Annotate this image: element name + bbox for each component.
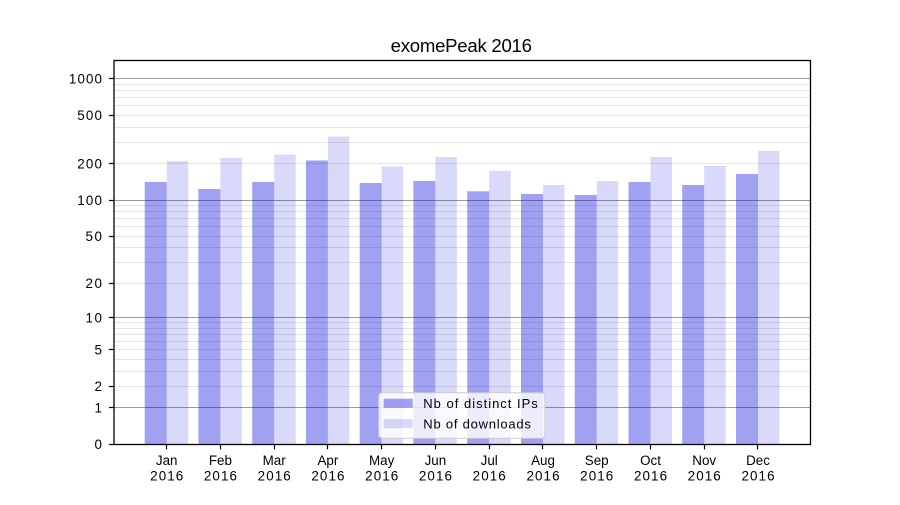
svg-text:2016: 2016 bbox=[741, 468, 774, 483]
svg-text:Apr: Apr bbox=[317, 453, 338, 468]
svg-text:2016: 2016 bbox=[419, 468, 452, 483]
svg-text:1000: 1000 bbox=[69, 71, 102, 86]
svg-text:20: 20 bbox=[86, 276, 103, 291]
svg-text:Oct: Oct bbox=[640, 453, 661, 468]
svg-text:2016: 2016 bbox=[634, 468, 667, 483]
svg-text:2016: 2016 bbox=[150, 468, 183, 483]
svg-text:2016: 2016 bbox=[311, 468, 344, 483]
svg-text:2016: 2016 bbox=[580, 468, 613, 483]
svg-text:Jul: Jul bbox=[481, 453, 498, 468]
svg-text:200: 200 bbox=[77, 156, 102, 171]
svg-text:2016: 2016 bbox=[204, 468, 237, 483]
svg-text:exomePeak 2016: exomePeak 2016 bbox=[391, 35, 532, 56]
svg-text:2: 2 bbox=[95, 379, 102, 394]
svg-text:Jan: Jan bbox=[156, 453, 178, 468]
svg-text:May: May bbox=[369, 453, 395, 468]
svg-text:Sep: Sep bbox=[585, 453, 609, 468]
svg-text:50: 50 bbox=[86, 229, 103, 244]
svg-text:100: 100 bbox=[77, 193, 102, 208]
svg-text:Jun: Jun bbox=[425, 453, 447, 468]
svg-text:5: 5 bbox=[95, 342, 102, 357]
svg-text:500: 500 bbox=[77, 108, 102, 123]
svg-text:Nb of distinct IPs: Nb of distinct IPs bbox=[423, 396, 538, 411]
svg-text:2016: 2016 bbox=[473, 468, 506, 483]
svg-text:2016: 2016 bbox=[258, 468, 291, 483]
svg-text:Feb: Feb bbox=[209, 453, 232, 468]
svg-text:Aug: Aug bbox=[531, 453, 555, 468]
svg-text:Nb of downloads: Nb of downloads bbox=[423, 416, 531, 431]
svg-text:Nov: Nov bbox=[692, 453, 716, 468]
svg-text:0: 0 bbox=[95, 437, 102, 452]
svg-text:10: 10 bbox=[86, 310, 103, 325]
svg-text:Mar: Mar bbox=[263, 453, 287, 468]
svg-text:Dec: Dec bbox=[746, 453, 770, 468]
svg-text:2016: 2016 bbox=[365, 468, 398, 483]
svg-text:1: 1 bbox=[95, 401, 102, 416]
svg-text:2016: 2016 bbox=[526, 468, 559, 483]
svg-text:2016: 2016 bbox=[688, 468, 721, 483]
